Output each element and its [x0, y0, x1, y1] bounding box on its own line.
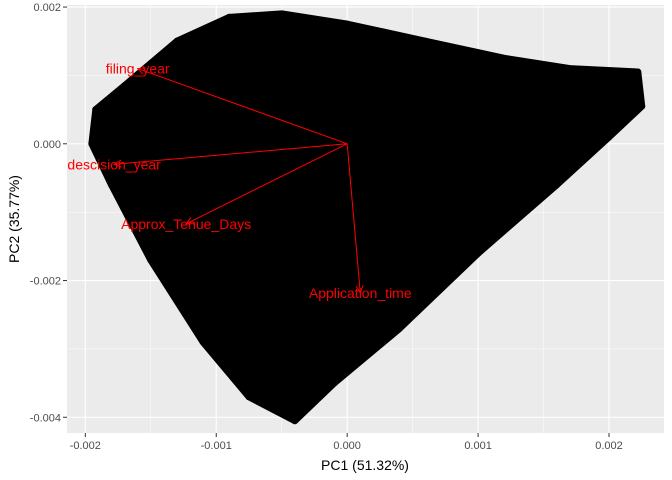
- loading-label: Application_time: [309, 285, 412, 301]
- data-point: [422, 37, 430, 45]
- x-tick-label: -0.001: [201, 440, 232, 452]
- data-point: [245, 393, 253, 401]
- data-point: [225, 13, 233, 21]
- y-axis-title: PC2 (35.77%): [6, 175, 22, 263]
- x-tick-label: 0.001: [464, 440, 492, 452]
- arrow-head: [136, 67, 146, 75]
- x-tick-label: 0.002: [595, 440, 623, 452]
- x-axis: -0.002 -0.001 0.000 0.001 0.002: [70, 433, 623, 452]
- data-point: [173, 37, 181, 45]
- loading-label: filing_year: [106, 61, 170, 77]
- data-point: [88, 140, 96, 148]
- data-point: [605, 133, 613, 141]
- data-point: [500, 54, 508, 62]
- data-point: [553, 181, 561, 189]
- data-point: [291, 417, 299, 425]
- loading-labels: filing_year descision_year Approx_Tenue_Da…: [67, 61, 411, 301]
- loading-arrow-Application_time: [346, 143, 361, 293]
- x-tick-label: 0.000: [333, 440, 361, 452]
- data-point: [343, 20, 351, 28]
- y-tick-label: 0.000: [33, 139, 61, 151]
- y-axis: 0.002 0.000 -0.002 -0.004: [30, 2, 67, 424]
- data-point: [396, 324, 404, 332]
- point-cloud: [88, 10, 646, 425]
- data-point: [108, 181, 116, 189]
- data-point: [330, 379, 338, 387]
- loading-arrow-Approx_Tenue_Days: [185, 143, 348, 225]
- x-tick-label: -0.002: [70, 440, 101, 452]
- data-point: [278, 10, 286, 18]
- data-point: [474, 249, 482, 257]
- data-point: [121, 82, 129, 90]
- arrow-head: [112, 159, 122, 168]
- data-point: [638, 102, 646, 110]
- y-tick-label: 0.002: [33, 2, 61, 14]
- data-point: [566, 65, 574, 73]
- arrow-head: [355, 285, 364, 294]
- loading-arrows: [112, 67, 364, 294]
- loading-label: Approx_Tenue_Days: [121, 216, 251, 232]
- data-point: [634, 68, 642, 76]
- y-tick-label: -0.002: [30, 276, 61, 288]
- loading-label: descision_year: [67, 156, 161, 172]
- data-point: [92, 106, 100, 114]
- x-axis-title: PC1 (51.32%): [321, 457, 409, 473]
- loading-arrow-descision_year: [114, 143, 348, 165]
- y-tick-label: -0.004: [30, 412, 61, 424]
- arrow-head: [185, 217, 195, 225]
- data-point: [147, 256, 155, 264]
- data-point: [199, 338, 207, 346]
- loading-arrow-filing_year: [137, 68, 348, 145]
